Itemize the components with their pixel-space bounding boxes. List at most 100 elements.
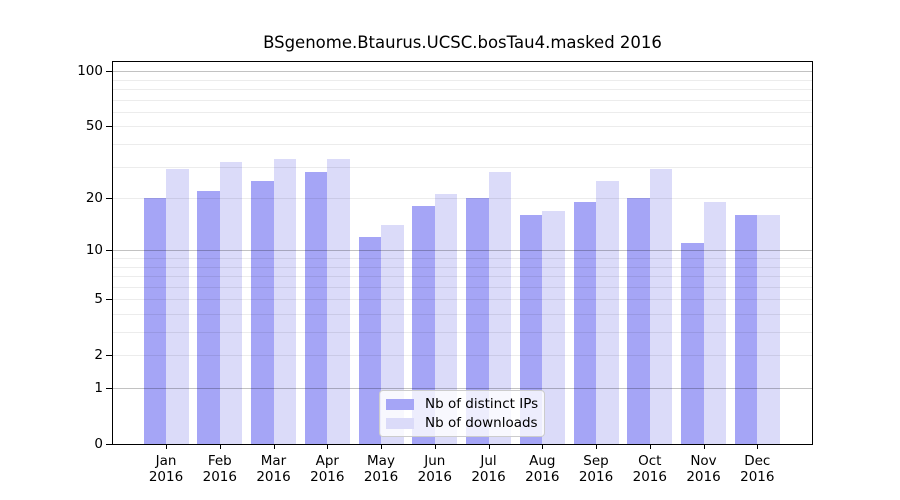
- gridline-minor: [113, 144, 812, 145]
- month-label: Apr: [315, 453, 339, 469]
- bar-dec-distinct-ips: [734, 215, 758, 444]
- month-label: Jun: [424, 453, 446, 469]
- downloads-swatch: [386, 417, 414, 429]
- year-label: 2016: [148, 469, 184, 485]
- gridline-minor: [113, 111, 812, 113]
- x-tick-label-nov: Nov 2016: [674, 453, 734, 485]
- x-axis-tick: [327, 445, 329, 449]
- y-tick-label: 50: [85, 118, 103, 135]
- month-label: Sep: [583, 453, 609, 469]
- y-axis-tick: [106, 444, 112, 445]
- y-axis-tick: [106, 299, 112, 301]
- gridline-minor: [113, 276, 812, 277]
- x-axis-tick: [649, 445, 651, 449]
- bar-mar-distinct-ips: [251, 180, 274, 444]
- year-label: 2016: [363, 469, 399, 485]
- y-tick-label: 10: [85, 242, 103, 259]
- gridline-minor: [113, 332, 812, 333]
- x-axis-tick: [703, 445, 705, 449]
- x-tick-label-jun: Jun 2016: [405, 453, 465, 485]
- y-axis-tick: [106, 126, 112, 128]
- bar-feb-downloads: [219, 161, 243, 444]
- bar-nov-distinct-ips: [681, 243, 704, 444]
- chart-title: BSgenome.Btaurus.UCSC.bosTau4.masked 201…: [263, 33, 662, 52]
- legend-label: Nb of downloads: [425, 414, 538, 431]
- bar-jun-distinct-ips: [412, 206, 435, 444]
- x-tick-label-apr: Apr 2016: [297, 453, 357, 485]
- gridline-minor: [113, 299, 812, 301]
- bar-feb-distinct-ips: [197, 190, 220, 444]
- x-tick-label-may: May 2016: [351, 453, 411, 485]
- bar-apr-distinct-ips: [304, 172, 328, 444]
- x-tick-label-oct: Oct 2016: [620, 453, 680, 485]
- x-axis-tick: [542, 445, 544, 449]
- y-tick-label: 5: [94, 291, 103, 308]
- y-tick-label: 1: [94, 380, 103, 396]
- x-tick-label-jul: Jul 2016: [459, 453, 519, 485]
- month-label: Aug: [529, 453, 556, 469]
- month-label: May: [367, 453, 395, 469]
- legend-item-distinct-ips: Nb of distinct IPs: [386, 395, 538, 413]
- gridline-minor: [113, 258, 812, 259]
- month-label: Oct: [638, 453, 662, 469]
- gridline-minor: [113, 126, 812, 128]
- legend-label: Nb of distinct IPs: [425, 395, 539, 412]
- gridline-minor: [113, 79, 812, 81]
- bar-may-downloads: [381, 225, 404, 444]
- bar-oct-downloads: [649, 169, 673, 444]
- month-label: Feb: [207, 453, 232, 469]
- x-axis-tick: [488, 445, 490, 449]
- year-label: 2016: [578, 469, 614, 485]
- month-label: Nov: [690, 453, 717, 469]
- x-tick-label-jan: Jan 2016: [136, 453, 196, 485]
- y-axis-tick: [106, 388, 112, 389]
- gridline-major: [113, 71, 812, 73]
- year-label: 2016: [256, 469, 291, 485]
- distinct-ips-swatch: [386, 398, 414, 410]
- y-axis-tick: [106, 198, 112, 200]
- gridline-minor: [113, 314, 812, 315]
- year-label: 2016: [471, 469, 506, 485]
- bar-mar-downloads: [273, 159, 296, 444]
- bar-jul-downloads: [488, 172, 511, 444]
- x-axis-tick: [381, 445, 382, 449]
- year-label: 2016: [686, 469, 721, 485]
- x-tick-label-dec: Dec 2016: [727, 453, 787, 485]
- year-label: 2016: [310, 469, 345, 485]
- bar-sep-downloads: [596, 180, 619, 444]
- bar-aug-distinct-ips: [519, 215, 543, 444]
- y-tick-label: 2: [94, 347, 103, 364]
- y-axis-tick: [106, 250, 112, 252]
- x-axis-tick: [757, 445, 759, 449]
- y-tick-label: 100: [77, 63, 103, 80]
- month-label: Mar: [260, 453, 287, 469]
- gridline-major: [113, 388, 812, 389]
- year-label: 2016: [632, 469, 667, 485]
- legend-item-downloads: Nb of downloads: [386, 414, 538, 432]
- year-label: 2016: [525, 469, 560, 485]
- y-axis-tick: [106, 355, 112, 357]
- gridline-minor: [113, 198, 812, 200]
- x-tick-label-sep: Sep 2016: [566, 453, 626, 485]
- month-label: Jul: [480, 453, 497, 469]
- x-axis-tick: [434, 445, 436, 449]
- gridline-minor: [113, 99, 812, 101]
- bar-apr-downloads: [327, 159, 350, 444]
- x-axis-tick: [219, 445, 221, 449]
- x-axis-tick: [596, 445, 597, 449]
- bar-dec-downloads: [757, 215, 780, 444]
- bar-aug-downloads: [542, 210, 565, 444]
- bar-may-distinct-ips: [358, 236, 381, 444]
- year-label: 2016: [417, 469, 452, 485]
- gridline-minor: [113, 266, 812, 268]
- year-label: 2016: [740, 469, 775, 485]
- x-tick-label-mar: Mar 2016: [244, 453, 304, 485]
- y-axis-tick: [106, 71, 112, 73]
- bar-jul-distinct-ips: [466, 198, 489, 444]
- x-axis-tick: [273, 445, 275, 449]
- y-tick-label: 0: [94, 436, 103, 452]
- plot-area: Nb of distinct IPs Nb of downloads: [112, 61, 813, 445]
- gridline-major: [113, 250, 812, 252]
- gridline-minor: [113, 355, 812, 357]
